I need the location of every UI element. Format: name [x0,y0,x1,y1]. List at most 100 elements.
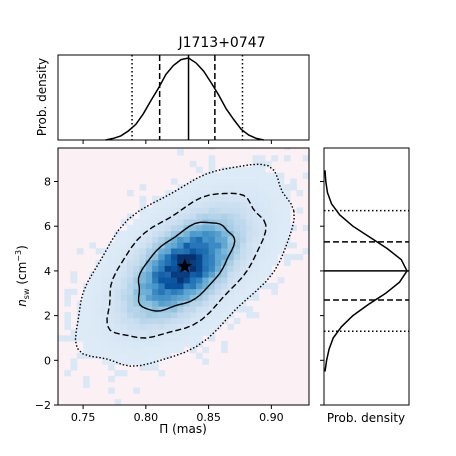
y-tick-label: 8 [44,176,51,189]
heatmap-cell [277,230,285,237]
heatmap-cell [233,259,241,266]
heatmap-cell [183,253,191,261]
heatmap-cell [152,230,159,237]
heatmap-cell [83,381,90,388]
heatmap-cell [76,323,84,330]
heatmap-cell [152,288,159,295]
heatmap-cell [164,317,172,325]
heatmap-cell [133,346,140,354]
heatmap-cell [127,282,134,290]
heatmap-cell [133,265,140,272]
heatmap-cell [139,341,147,348]
heatmap-cell [89,300,97,307]
heatmap-cell [233,178,241,185]
heatmap-cell [258,178,266,185]
heatmap-cell [183,282,191,290]
heatmap-cell [139,213,147,220]
heatmap-cell [158,195,166,203]
heatmap-cell [114,259,122,266]
heatmap-cell [183,248,191,255]
heatmap-cell [239,277,247,284]
heatmap-cell [221,213,228,220]
heatmap-cell [120,306,128,313]
heatmap-cell [252,178,260,185]
heatmap-cell [183,219,191,226]
heatmap-cell [208,201,216,208]
heatmap-cell [177,317,184,325]
heatmap-cell [177,224,184,232]
heatmap-cell [183,335,191,342]
heatmap-cell [101,294,109,301]
heatmap-cell [283,201,291,208]
heatmap-cell [108,306,115,313]
heatmap-cell [101,346,109,354]
heatmap-cell [164,277,172,284]
heatmap-cell [246,178,253,185]
heatmap-cell [139,323,147,330]
heatmap-cell [139,352,147,359]
heatmap-cell [145,335,153,342]
heatmap-cell [83,294,90,301]
heatmap-cell [170,271,178,278]
heatmap-cell [177,265,184,272]
heatmap-cell [214,172,222,179]
heatmap-cell [246,207,253,214]
top-ylabel: Prob. density [35,58,49,136]
heatmap-cell [101,358,109,365]
heatmap-cell [108,294,115,301]
heatmap-cell [265,253,272,261]
heatmap-cell [283,259,291,266]
heatmap-cell [196,207,203,214]
heatmap-cell [189,242,197,249]
heatmap-cell [189,294,197,301]
heatmap-cell [170,207,178,214]
heatmap-cell [202,242,210,249]
right-xlabel: Prob. density [327,411,405,425]
heatmap-cell [252,230,260,237]
heatmap-cell [290,178,297,185]
heatmap-cell [108,346,115,354]
heatmap-cell [283,230,291,237]
heatmap-cell [133,282,140,290]
heatmap-cell [227,172,235,179]
heatmap-cell [83,329,90,336]
heatmap-cell [246,172,253,179]
heatmap-cell [127,190,134,197]
heatmap-cell [76,317,84,325]
heatmap-cell [127,317,134,325]
heatmap-cell [183,294,191,301]
heatmap-cell [95,294,103,301]
heatmap-cell [152,253,159,261]
heatmap-cell [158,317,166,325]
heatmap-cell [183,195,191,203]
heatmap-cell [189,213,197,220]
heatmap-cell [208,224,216,232]
heatmap-cell [202,288,210,295]
heatmap-cell [120,370,128,377]
heatmap-cell [202,282,210,290]
heatmap-cell [127,341,134,348]
heatmap-cell [95,312,103,319]
heatmap-cell [189,329,197,336]
heatmap-cell [227,195,235,203]
heatmap-cell [283,236,291,243]
heatmap-cell [252,271,260,278]
heatmap-cell [227,277,235,284]
heatmap-cell [214,312,222,319]
heatmap-cell [177,341,184,348]
heatmap-cell [101,329,109,336]
heatmap-cell [133,358,140,365]
heatmap-cell [239,166,247,173]
heatmap-cell [221,178,228,185]
heatmap-cell [120,335,128,342]
heatmap-cell [239,294,247,301]
heatmap-cell [239,300,247,307]
heatmap-cell [114,271,122,278]
heatmap-cell [158,207,166,214]
heatmap-cell [271,213,279,220]
heatmap-cell [252,259,260,266]
heatmap-cell [95,288,103,295]
heatmap-cell [246,219,253,226]
heatmap-cell [214,201,222,208]
heatmap-cell [283,195,291,203]
